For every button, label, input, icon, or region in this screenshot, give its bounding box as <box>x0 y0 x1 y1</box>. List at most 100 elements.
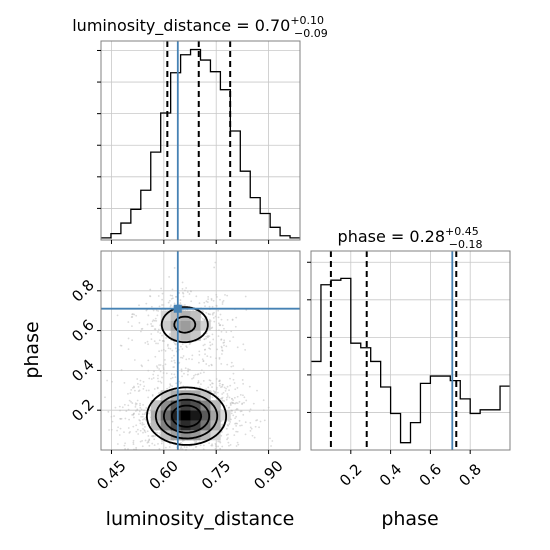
density-sample-point <box>192 376 195 379</box>
density-sample-point <box>181 356 184 359</box>
ld-histogram-bar <box>250 198 260 240</box>
density-sample-point <box>184 367 187 370</box>
density-sample-point <box>220 397 223 400</box>
density-sample-point <box>226 395 229 397</box>
density-sample-point <box>217 309 220 312</box>
density-sample-point <box>205 337 208 340</box>
density-sample-point <box>234 325 237 328</box>
density-sample-point <box>142 423 145 426</box>
density-sample-point <box>150 435 153 438</box>
density-sample-point <box>250 427 253 430</box>
density-sample-point <box>235 415 238 418</box>
density-sample-point <box>127 408 130 411</box>
density-sample-point <box>148 412 150 415</box>
density-sample-point <box>158 447 161 450</box>
density-sample-point <box>207 296 210 298</box>
density-sample-point <box>157 331 159 333</box>
density-sample-point <box>219 447 222 450</box>
ld-histogram-bar <box>131 209 141 240</box>
ld-histogram-bar <box>270 227 280 240</box>
density-sample-point <box>179 447 182 450</box>
density-sample-point <box>221 353 223 355</box>
density-sample-point <box>223 386 226 389</box>
density-sample-point <box>139 383 142 386</box>
density-sample-point <box>142 380 145 383</box>
ld-histogram-bar <box>151 152 161 240</box>
density-sample-point <box>158 364 160 366</box>
density-sample-point <box>145 302 148 305</box>
density-sample-point <box>107 410 110 413</box>
density-sample-point <box>113 415 115 417</box>
ld-histogram-bar <box>111 234 121 240</box>
density-sample-point <box>133 386 136 389</box>
density-sample-point <box>216 295 218 298</box>
density-sample-point <box>116 429 118 432</box>
density-sample-point <box>182 295 185 298</box>
phase-histogram-bar <box>341 278 351 450</box>
density-sample-point <box>142 431 144 434</box>
density-sample-point <box>144 418 147 421</box>
density-sample-point <box>197 373 200 376</box>
density-sample-point <box>159 380 162 383</box>
phase-histogram-bar <box>381 387 391 450</box>
density-sample-point <box>207 386 210 389</box>
density-sample-point <box>104 396 106 399</box>
density-sample-point <box>127 337 130 340</box>
density-sample-point <box>110 415 113 418</box>
density-sample-point <box>135 430 138 433</box>
density-sample-point <box>213 266 216 269</box>
density-sample-point <box>236 402 239 405</box>
density-ytick-label: 0.2 <box>68 395 98 425</box>
density-sample-point <box>226 396 228 399</box>
phase-histogram-bar <box>311 361 321 450</box>
luminosity-distance-histogram-frame <box>100 40 301 241</box>
density-sample-point <box>125 410 128 413</box>
density-sample-point <box>235 424 238 427</box>
density-sample-point <box>145 407 148 409</box>
density-sample-point <box>170 360 173 362</box>
density-sample-point <box>167 347 170 350</box>
density-sample-point <box>186 373 189 376</box>
density-sample-point <box>165 337 168 339</box>
density-sample-point <box>199 372 202 375</box>
density-sample-point <box>229 421 232 423</box>
density-sample-point <box>213 392 216 395</box>
density-sample-point <box>150 333 153 335</box>
density-sample-point <box>188 293 191 295</box>
density-sample-point <box>203 301 206 304</box>
density-sample-point <box>119 344 122 347</box>
density-sample-point <box>226 438 228 441</box>
density-sample-point <box>144 411 147 414</box>
ld-histogram-steps <box>101 48 300 239</box>
density-sample-point <box>236 430 239 433</box>
density-sample-point <box>134 405 137 408</box>
y-axis-label-phase: phase <box>21 321 43 378</box>
density-sample-point <box>210 327 213 330</box>
density-sample-point <box>259 420 262 423</box>
density-sample-point <box>156 314 159 317</box>
density-sample-point <box>231 409 233 412</box>
density-sample-point <box>136 399 139 402</box>
density-sample-point <box>132 425 135 428</box>
density-sample-point <box>134 389 136 392</box>
phase-histogram-bar <box>430 376 440 450</box>
density-sample-point <box>165 446 167 449</box>
density-sample-point <box>154 317 157 320</box>
density-sample-point <box>221 324 224 327</box>
density-sample-point <box>147 314 150 317</box>
density-cell <box>180 420 191 431</box>
density-sample-point <box>153 328 156 331</box>
density-sample-point <box>232 378 235 381</box>
density-cell <box>190 400 201 411</box>
density-sample-point <box>152 434 155 437</box>
density-sample-point <box>210 299 213 301</box>
density-sample-point <box>223 327 225 330</box>
density-sample-point <box>221 424 224 427</box>
density-sample-point <box>235 430 238 433</box>
phase-vs-luminosity-distance-panel: 0.45 0.60 0.75 0.90 0.2 0.4 0.6 0.8 <box>68 250 301 493</box>
density-sample-point <box>234 411 237 414</box>
density-sample-point <box>220 420 223 422</box>
density-sample-point <box>139 422 142 425</box>
density-sample-point <box>150 323 152 325</box>
density-sample-point <box>155 342 157 345</box>
